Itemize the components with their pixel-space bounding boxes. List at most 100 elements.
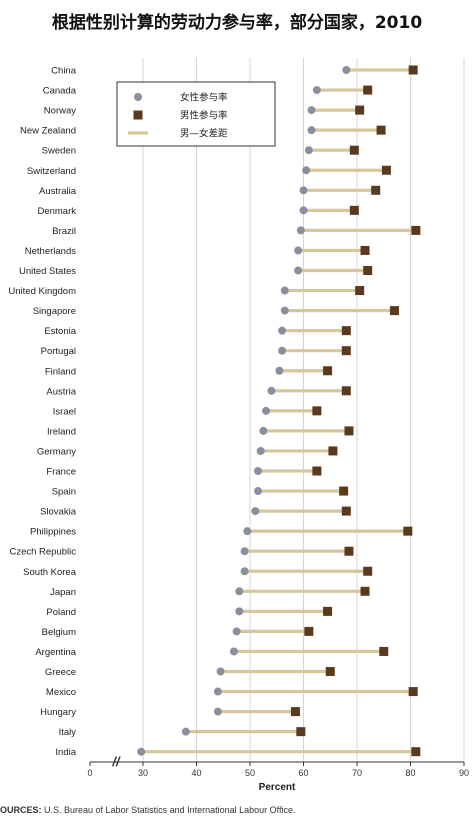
male-point bbox=[344, 426, 354, 436]
female-point bbox=[213, 707, 222, 716]
male-point bbox=[325, 667, 335, 676]
male-point bbox=[379, 646, 389, 656]
source-label: OURCES: bbox=[0, 805, 42, 815]
female-point bbox=[137, 747, 146, 756]
x-tick-label: 90 bbox=[459, 768, 469, 778]
male-point bbox=[304, 626, 314, 636]
female-point bbox=[267, 386, 276, 395]
category-label: India bbox=[55, 747, 76, 758]
female-point bbox=[342, 66, 351, 74]
category-label: United Kingdom bbox=[8, 286, 76, 297]
category-label: Brazil bbox=[52, 226, 76, 237]
category-label: Slovakia bbox=[40, 507, 77, 518]
category-label: Belgium bbox=[42, 627, 76, 638]
category-label: Switzerland bbox=[27, 166, 76, 177]
category-label: Portugal bbox=[41, 346, 76, 357]
male-point bbox=[349, 145, 359, 155]
male-point bbox=[408, 687, 418, 697]
category-label: Poland bbox=[46, 607, 76, 618]
male-point bbox=[411, 747, 421, 757]
x-tick-label: 80 bbox=[405, 768, 415, 778]
category-label: Canada bbox=[43, 86, 77, 97]
male-point bbox=[312, 406, 322, 416]
category-label: Argentina bbox=[35, 647, 76, 658]
category-label: South Korea bbox=[23, 567, 77, 578]
female-point bbox=[275, 366, 284, 375]
category-label: Finland bbox=[45, 366, 76, 377]
legend-label: 女性参与率 bbox=[180, 92, 228, 104]
female-point bbox=[216, 667, 225, 676]
female-point bbox=[294, 266, 303, 275]
male-point bbox=[296, 727, 306, 737]
female-point bbox=[235, 587, 244, 596]
female-point bbox=[213, 687, 222, 696]
female-point bbox=[256, 446, 265, 455]
female-point bbox=[235, 607, 244, 616]
legend-label: 男—女差距 bbox=[180, 128, 228, 140]
category-label: Philippines bbox=[30, 527, 76, 538]
category-label: Czech Republic bbox=[9, 547, 76, 558]
x-tick-label: 30 bbox=[138, 768, 148, 778]
female-point bbox=[240, 567, 249, 576]
category-label: Italy bbox=[59, 727, 77, 738]
male-point bbox=[381, 165, 391, 175]
female-point bbox=[299, 186, 308, 195]
male-point bbox=[360, 245, 370, 255]
male-point bbox=[341, 506, 351, 516]
male-point bbox=[376, 125, 386, 135]
gap-lines bbox=[141, 68, 416, 754]
axis-break-mark: // bbox=[111, 754, 121, 769]
category-label: Norway bbox=[44, 106, 76, 117]
legend-female-marker bbox=[134, 93, 142, 101]
x-tick-label: 50 bbox=[245, 768, 255, 778]
source-note: OURCES: U.S. Bureau of Labor Statistics … bbox=[0, 805, 296, 815]
female-point bbox=[280, 286, 289, 295]
female-point bbox=[302, 166, 311, 175]
category-label: Australia bbox=[39, 186, 77, 197]
male-point bbox=[312, 466, 322, 476]
male-point bbox=[389, 306, 399, 316]
category-label: Austria bbox=[46, 386, 76, 397]
male-point bbox=[341, 386, 351, 396]
x-axis-title: Percent bbox=[259, 782, 296, 793]
male-point bbox=[349, 205, 359, 215]
female-point bbox=[254, 487, 263, 496]
female-point bbox=[304, 146, 313, 155]
chart-title: 根据性别计算的劳动力参与率，部分国家，2010 bbox=[51, 13, 423, 33]
male-point bbox=[355, 105, 365, 115]
male-point bbox=[341, 326, 351, 336]
male-point bbox=[355, 286, 365, 296]
category-label: Netherlands bbox=[25, 246, 76, 257]
category-label: Denmark bbox=[37, 206, 76, 217]
female-point bbox=[181, 727, 190, 736]
category-label: Mexico bbox=[46, 687, 76, 698]
male-point bbox=[408, 65, 418, 75]
category-label: Estonia bbox=[44, 326, 76, 337]
category-label: Singapore bbox=[33, 306, 76, 317]
female-point bbox=[243, 527, 252, 536]
female-point bbox=[296, 226, 305, 235]
male-point bbox=[290, 707, 300, 717]
category-label: Israel bbox=[53, 406, 76, 417]
category-label: France bbox=[46, 467, 76, 478]
category-label: China bbox=[51, 66, 77, 77]
female-point bbox=[299, 206, 308, 215]
male-point bbox=[360, 586, 370, 596]
source-text: U.S. Bureau of Labor Statistics and Inte… bbox=[41, 805, 296, 815]
category-label: United States bbox=[19, 266, 76, 277]
male-point bbox=[363, 266, 373, 275]
male-point bbox=[403, 526, 413, 536]
male-point bbox=[363, 566, 373, 576]
category-label: Hungary bbox=[40, 707, 76, 718]
x-axis: 0 30 40 50 60 70 80 90 // Percent bbox=[87, 754, 469, 793]
male-point bbox=[371, 185, 381, 195]
x-tick-label: 60 bbox=[298, 768, 308, 778]
female-point bbox=[232, 627, 241, 636]
female-point bbox=[229, 647, 238, 656]
legend-box bbox=[116, 81, 276, 147]
legend-label: 男性参与率 bbox=[180, 110, 228, 122]
female-point bbox=[251, 507, 260, 516]
markers bbox=[137, 65, 421, 757]
female-point bbox=[294, 246, 303, 255]
